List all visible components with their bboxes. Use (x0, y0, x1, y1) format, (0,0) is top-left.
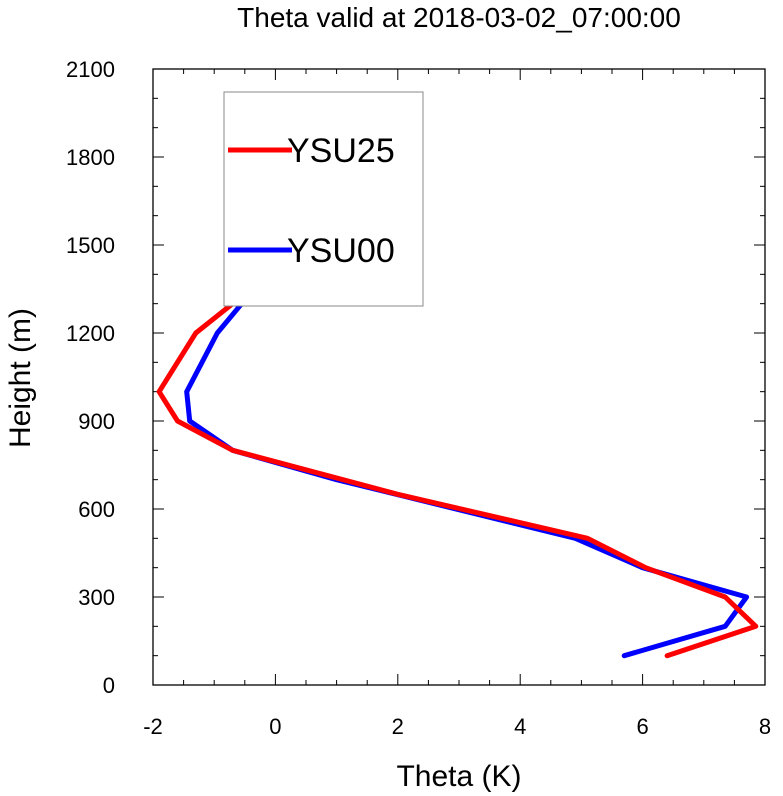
y-tick-label: 900 (78, 409, 115, 434)
y-tick-label: 300 (78, 585, 115, 610)
x-tick-label: 4 (514, 714, 526, 739)
x-tick-label: 6 (636, 714, 648, 739)
x-tick-label: -2 (143, 714, 163, 739)
x-tick-label: 0 (269, 714, 281, 739)
y-tick-label: 1200 (66, 321, 115, 346)
y-tick-label: 1500 (66, 233, 115, 258)
chart-title: Theta valid at 2018-03-02_07:00:00 (237, 2, 681, 33)
x-tick-label: 2 (392, 714, 404, 739)
plot-axes: -2 0 2 4 6 8 0 300 600 900 1200 1500 1800 2100 (66, 57, 771, 739)
y-axis-title: Height (m) (4, 308, 37, 448)
x-axis-title: Theta (K) (396, 760, 521, 793)
legend-box (223, 91, 424, 307)
x-tick-label: 8 (759, 714, 771, 739)
y-tick-label: 0 (103, 673, 115, 698)
y-tick-label: 2100 (66, 57, 115, 82)
y-tick-label: 600 (78, 497, 115, 522)
legend-label-ysu00: YSU00 (287, 232, 395, 270)
legend: YSU25 YSU00 (228, 132, 395, 270)
legend-label-ysu25: YSU25 (287, 132, 395, 170)
y-tick-label: 1800 (66, 145, 115, 170)
